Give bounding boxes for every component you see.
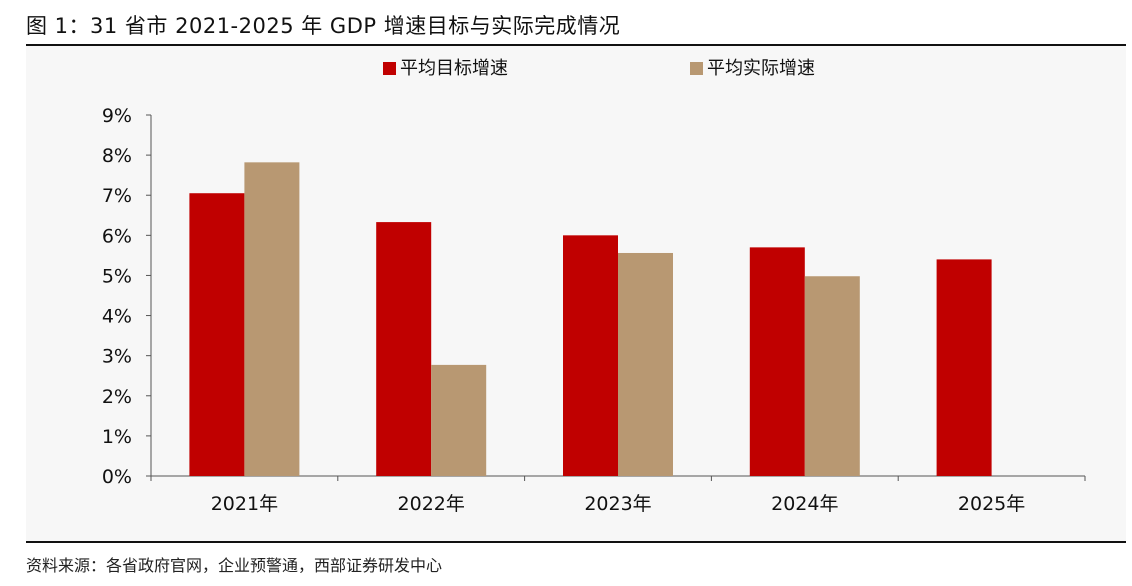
y-tick-label: 4% [102, 306, 132, 328]
y-tick-label: 9% [102, 105, 132, 127]
figure-title: 图 1：31 省市 2021-2025 年 GDP 增速目标与实际完成情况 [26, 14, 621, 38]
bar-actual [431, 364, 487, 476]
bar-target [376, 222, 432, 476]
bar-target [563, 235, 618, 476]
bar-actual [804, 276, 860, 476]
y-tick-label: 1% [102, 426, 132, 448]
x-tick-label: 2021年 [211, 493, 278, 515]
y-tick-label: 6% [102, 225, 132, 247]
bar-actual [618, 252, 673, 476]
legend-swatch [690, 62, 703, 75]
top-rule [26, 44, 1126, 46]
y-tick-label: 8% [102, 145, 132, 167]
legend-label: 平均目标增速 [400, 58, 508, 79]
bar-target [189, 193, 245, 476]
x-tick-label: 2023年 [584, 493, 651, 515]
x-tick-label: 2022年 [398, 493, 465, 515]
y-tick-label: 7% [102, 185, 132, 207]
legend-swatch [383, 62, 396, 75]
y-tick-label: 5% [102, 265, 132, 287]
y-tick-label: 3% [102, 346, 132, 368]
bottom-rule [26, 541, 1126, 543]
x-tick-label: 2024年 [771, 493, 838, 515]
bar-target [936, 259, 992, 476]
bar-target [749, 247, 805, 476]
source-note: 资料来源：各省政府官网，企业预警通，西部证券研发中心 [26, 556, 443, 575]
legend-label: 平均实际增速 [707, 58, 815, 79]
y-tick-label: 2% [102, 386, 132, 408]
bar-actual [244, 162, 300, 476]
y-tick-label: 0% [102, 466, 132, 488]
x-tick-label: 2025年 [958, 493, 1025, 515]
